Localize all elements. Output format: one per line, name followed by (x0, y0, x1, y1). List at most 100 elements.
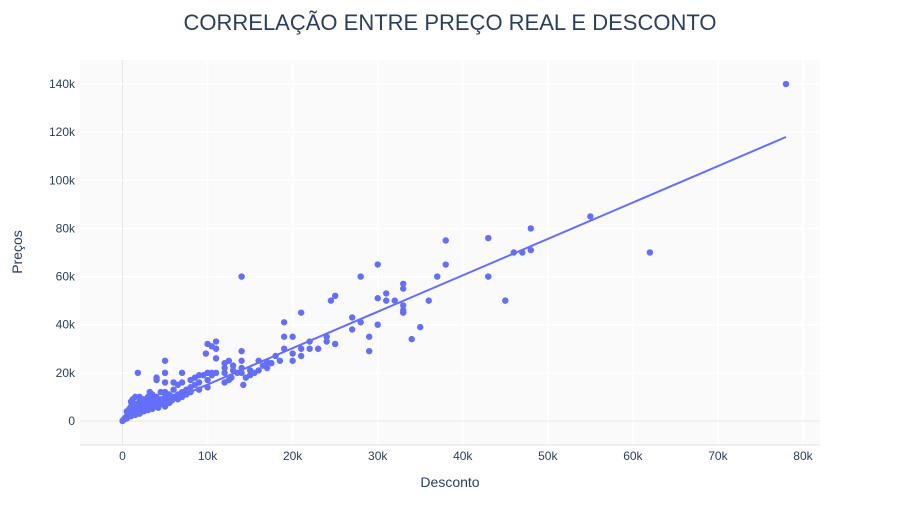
data-point (297, 352, 305, 360)
data-point (161, 357, 169, 364)
data-point (221, 369, 228, 377)
data-point (195, 386, 203, 393)
data-point (146, 388, 153, 396)
data-point (323, 338, 330, 345)
data-point (425, 297, 432, 304)
data-point (204, 384, 211, 391)
y-axis-ticks: 0 20k 40k 60k 80k 100k 120k 140k (49, 77, 76, 428)
y-tick-label: 120k (49, 125, 76, 139)
data-point (374, 321, 381, 328)
y-tick-label: 140k (49, 77, 76, 91)
x-axis-label: Desconto (420, 474, 479, 490)
y-axis-label: Preços (9, 230, 25, 274)
data-point (331, 340, 339, 348)
data-point (442, 261, 449, 268)
plot-background (80, 60, 820, 445)
data-point (280, 333, 288, 340)
x-tick-label: 10k (198, 449, 218, 463)
data-point (272, 352, 279, 360)
data-point (357, 319, 364, 326)
x-tick-label: 70k (708, 449, 728, 463)
data-point (527, 225, 535, 232)
data-point (400, 309, 407, 316)
data-point (502, 297, 509, 304)
y-tick-label: 40k (56, 318, 76, 332)
x-tick-label: 80k (793, 449, 813, 463)
data-point (229, 367, 237, 374)
data-point (400, 280, 407, 287)
data-point (204, 376, 211, 384)
data-point (646, 249, 654, 256)
data-point (134, 369, 142, 377)
data-point (280, 345, 288, 352)
y-tick-label: 100k (49, 173, 76, 187)
data-point (306, 345, 313, 352)
y-tick-label: 0 (68, 414, 75, 428)
data-point (212, 338, 220, 345)
data-point (400, 285, 407, 292)
data-point (119, 417, 126, 425)
data-point (202, 350, 210, 357)
x-tick-label: 30k (368, 449, 388, 463)
data-points (119, 80, 790, 425)
data-point (348, 314, 356, 321)
x-axis-ticks: 0 10k 20k 30k 40k 50k 60k 70k 80k (119, 449, 813, 463)
data-point (157, 388, 165, 396)
data-point (485, 234, 492, 242)
data-point (178, 369, 186, 377)
data-point (442, 237, 449, 244)
data-point (240, 381, 247, 389)
x-tick-label: 20k (283, 449, 303, 463)
data-point (357, 273, 364, 280)
y-tick-label: 60k (56, 270, 76, 284)
data-point (221, 364, 228, 372)
data-point (306, 338, 313, 345)
x-tick-label: 40k (453, 449, 473, 463)
data-point (238, 357, 245, 364)
data-point (417, 323, 424, 331)
data-point (246, 367, 254, 374)
data-point (408, 335, 415, 343)
data-point (238, 347, 245, 355)
data-point (365, 333, 373, 340)
data-point (289, 357, 296, 364)
data-point (221, 359, 228, 367)
data-point (238, 364, 245, 372)
y-tick-label: 80k (56, 221, 76, 235)
x-tick-label: 50k (538, 449, 558, 463)
data-point (527, 246, 535, 254)
data-point (263, 358, 271, 366)
data-point (314, 345, 322, 352)
data-point (327, 297, 335, 304)
data-point (782, 80, 790, 88)
data-point (187, 376, 194, 384)
data-point (587, 213, 594, 220)
data-point (280, 319, 288, 326)
data-point (434, 273, 441, 280)
data-point (400, 302, 407, 309)
data-point (229, 362, 237, 369)
data-point (323, 333, 330, 340)
data-point (348, 326, 356, 333)
x-tick-label: 60k (623, 449, 643, 463)
x-tick-label: 0 (119, 449, 126, 463)
data-point (383, 297, 390, 304)
data-point (212, 355, 220, 362)
grid-lines (80, 60, 820, 446)
trendline (122, 136, 787, 422)
data-point (161, 369, 169, 377)
data-point (374, 295, 381, 302)
data-point (289, 333, 296, 340)
data-point (255, 357, 262, 364)
data-point (519, 249, 526, 256)
data-point (204, 340, 211, 348)
data-point (161, 379, 169, 386)
data-point (297, 345, 305, 352)
data-point (510, 249, 517, 256)
data-point (123, 408, 130, 415)
data-point (153, 374, 160, 381)
data-point (221, 379, 228, 386)
data-point (485, 273, 492, 280)
data-point (383, 290, 390, 297)
